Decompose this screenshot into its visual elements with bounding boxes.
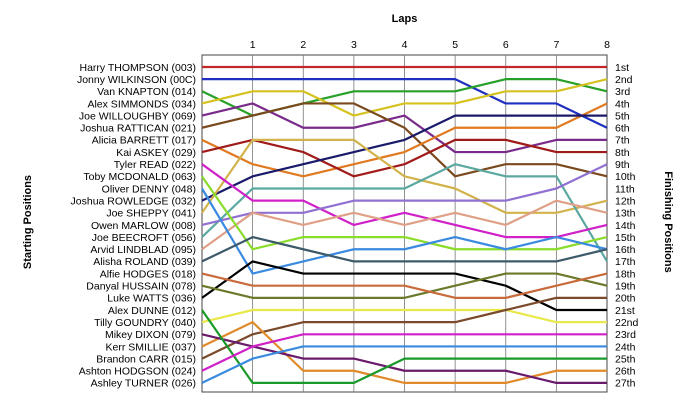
right-axis-title: Finishing Positions [662, 171, 674, 272]
finishing-position-label: 4th [615, 98, 630, 110]
finishing-position-label: 7th [615, 135, 630, 147]
finishing-position-label: 1st [615, 62, 629, 74]
series-line [201, 138, 608, 214]
finishing-position-label: 19th [615, 281, 636, 293]
finishing-position-label: 14th [615, 220, 636, 232]
series-line [201, 163, 608, 262]
top-axis-title: Laps [392, 13, 418, 25]
finishing-position-label: 17th [615, 256, 636, 268]
driver-label: Joshua ROWLEDGE (032) [71, 195, 196, 207]
finishing-position-label: 11th [615, 183, 635, 195]
lap-tick-label: 1 [250, 39, 256, 51]
finishing-position-label: 26th [615, 366, 636, 378]
lap-tick-label: 7 [553, 39, 559, 51]
lap-tick-label: 5 [452, 39, 458, 51]
finishing-position-label: 2nd [615, 74, 633, 86]
driver-label: Joe BEECROFT (056) [92, 232, 196, 244]
finishing-position-label: 5th [615, 110, 630, 122]
lap-tick-label: 2 [300, 39, 306, 51]
driver-label: Arvid LINDBLAD (095) [90, 244, 196, 256]
driver-label: Tyler READ (022) [114, 159, 196, 171]
driver-label: Alisha ROLAND (039) [93, 256, 196, 268]
finishing-position-label: 16th [615, 244, 636, 256]
series-line [201, 187, 608, 275]
series-line [201, 333, 607, 384]
driver-label: Joe WILLOUGHBY (069) [79, 110, 196, 122]
series-line [201, 78, 608, 117]
driver-label: Ashley TURNER (026) [91, 378, 196, 390]
driver-label: Ashton HODGSON (024) [79, 366, 196, 378]
driver-label: Oliver DENNY (048) [102, 183, 196, 195]
finishing-position-label: 12th [615, 195, 636, 207]
driver-label: Brandon CARR (015) [96, 353, 196, 365]
series-line [202, 78, 608, 129]
series-line [201, 163, 608, 239]
driver-label: Tilly GOUNDRY (040) [94, 317, 196, 329]
series-line [201, 321, 607, 384]
finishing-position-label: 27th [615, 378, 636, 390]
lap-tick-label: 3 [351, 39, 357, 51]
finishing-position-label: 9th [615, 159, 630, 171]
driver-label: Alicia BARRETT (017) [92, 135, 196, 147]
series-line [201, 114, 607, 202]
series-line [201, 102, 608, 178]
finishing-position-label: 18th [615, 268, 636, 280]
finishing-position-label: 20th [615, 293, 636, 305]
driver-label: Jonny WILKINSON (00C) [77, 74, 196, 86]
driver-label: Alfie HODGES (018) [100, 268, 196, 280]
finishing-position-label: 8th [615, 147, 630, 159]
series-line [201, 138, 607, 178]
driver-label: Van KNAPTON (014) [97, 86, 196, 98]
series-line [201, 199, 608, 251]
driver-label: Danyal HUSSAIN (078) [86, 281, 196, 293]
series-line [201, 296, 607, 360]
lap-tick-label: 4 [402, 39, 408, 51]
finishing-position-label: 15th [615, 232, 636, 244]
lap-tick-label: 8 [604, 39, 610, 51]
series-line [201, 309, 607, 384]
driver-label: Joshua RATTICAN (021) [80, 123, 196, 135]
driver-label: Toby MCDONALD (063) [83, 171, 196, 183]
finishing-position-label: 25th [615, 353, 636, 365]
finishing-position-label: 6th [615, 123, 630, 135]
series-line [201, 333, 607, 372]
series-line [201, 102, 608, 178]
series-line [201, 175, 608, 251]
driver-label: Luke WATTS (036) [107, 293, 196, 305]
finishing-position-label: 24th [615, 341, 636, 353]
driver-label: Alex DUNNE (012) [108, 305, 196, 317]
left-axis-title: Starting Positions [22, 175, 34, 269]
driver-label: Kerr SMILLIE (037) [106, 341, 196, 353]
driver-label: Alex SIMMONDS (034) [87, 98, 196, 110]
driver-label: Joe SHEPPY (041) [106, 208, 196, 220]
series-line [201, 272, 608, 299]
series-line [201, 345, 607, 384]
finishing-position-label: 23rd [615, 329, 636, 341]
driver-label: Harry THOMPSON (003) [80, 62, 197, 74]
finishing-position-label: 22nd [615, 317, 639, 329]
series-line [201, 272, 608, 299]
finishing-position-label: 3rd [615, 86, 630, 98]
finishing-position-label: 13th [615, 208, 636, 220]
series-line [201, 308, 607, 324]
driver-label: Kai ASKEY (029) [116, 147, 196, 159]
finishing-position-label: 21st [615, 305, 635, 317]
driver-label: Mikey DIXON (079) [105, 329, 196, 341]
series-line [201, 236, 608, 263]
finishing-position-label: 10th [615, 171, 636, 183]
series-line [201, 163, 608, 227]
driver-label: Owen MARLOW (008) [91, 220, 196, 232]
lap-tick-label: 6 [503, 39, 509, 51]
